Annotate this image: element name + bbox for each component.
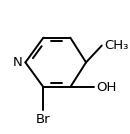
Text: Br: Br — [36, 113, 51, 126]
Text: N: N — [12, 56, 22, 69]
Text: OH: OH — [96, 81, 116, 94]
Text: CH₃: CH₃ — [104, 39, 128, 52]
